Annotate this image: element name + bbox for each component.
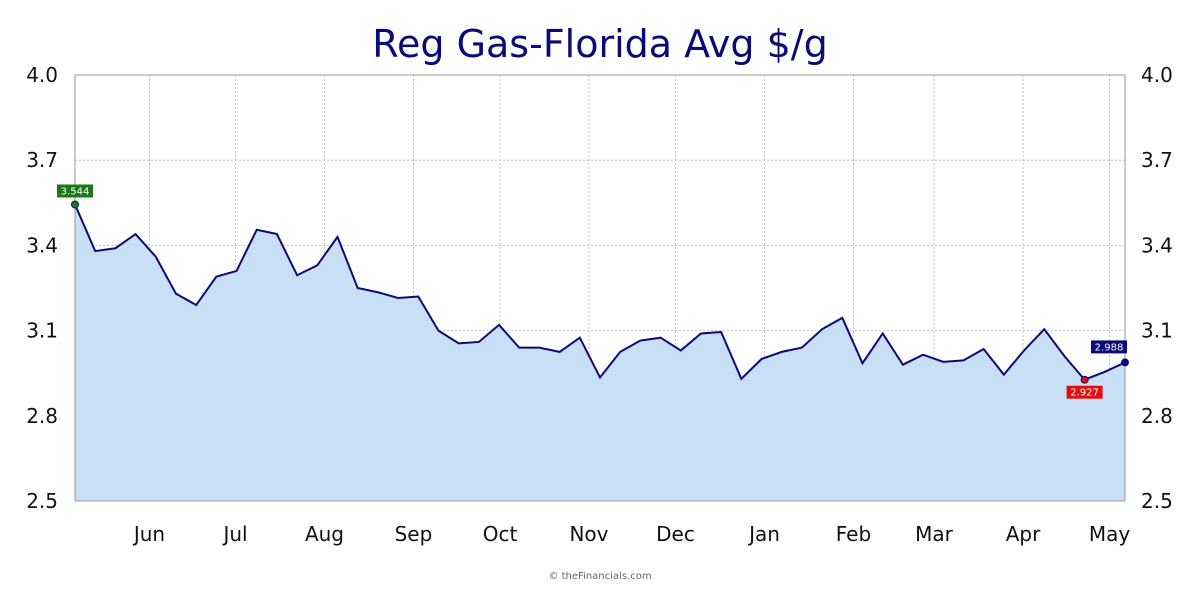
y-tick-left: 4.0: [26, 63, 58, 87]
x-tick-label: Jul: [221, 522, 247, 546]
y-tick-right: 2.5: [1141, 489, 1173, 513]
high-callout-marker: [71, 200, 79, 209]
price-line: [74, 204, 1126, 381]
x-tick-label: Sep: [395, 522, 433, 546]
last-callout-badge: [1091, 340, 1127, 354]
y-tick-right: 3.4: [1141, 233, 1173, 257]
x-tick-label: Dec: [656, 522, 695, 546]
tick-labels: 2.5 2.5 2.8 2.8 3.1 3.1 3.4 3.4 3.7 3.7 4.0 4.0 Jun J…: [26, 63, 1173, 546]
y-tick-right: 2.8: [1141, 404, 1173, 428]
high-callout-badge: [57, 184, 93, 198]
y-tick-left: 2.8: [26, 404, 58, 428]
axes: [74, 74, 1126, 502]
credit-text: © theFinancials.com: [548, 571, 651, 582]
y-tick-left: 3.1: [26, 319, 58, 343]
x-tick-label: Mar: [915, 522, 954, 546]
price-area: [75, 204, 1125, 501]
x-tick-label: Jan: [747, 522, 780, 546]
chart-title: Reg Gas-Florida Avg $/g: [372, 22, 827, 66]
y-tick-right: 3.1: [1141, 319, 1173, 343]
x-tick-label: Oct: [483, 522, 518, 546]
low-callout-marker: [1080, 375, 1089, 384]
last-callout-marker: [1121, 358, 1129, 367]
x-tick-label: May: [1089, 522, 1131, 546]
x-tick-label: Aug: [305, 522, 344, 546]
x-tick-label: Apr: [1006, 522, 1041, 546]
callouts: 3.544 2.927 2.988: [57, 184, 1129, 399]
x-tick-label: Jun: [132, 522, 165, 546]
y-tick-right: 3.7: [1141, 148, 1173, 172]
high-callout-label: 3.544: [61, 187, 90, 198]
x-tick-label: Feb: [836, 522, 871, 546]
x-tick-label: Nov: [569, 522, 608, 546]
low-callout-label: 2.927: [1070, 388, 1099, 399]
y-tick-left: 3.7: [26, 148, 58, 172]
last-callout-label: 2.988: [1095, 342, 1124, 353]
low-callout-badge: [1066, 385, 1103, 399]
y-tick-left: 2.5: [26, 489, 58, 513]
y-tick-left: 3.4: [26, 233, 58, 257]
y-tick-right: 4.0: [1141, 63, 1173, 87]
